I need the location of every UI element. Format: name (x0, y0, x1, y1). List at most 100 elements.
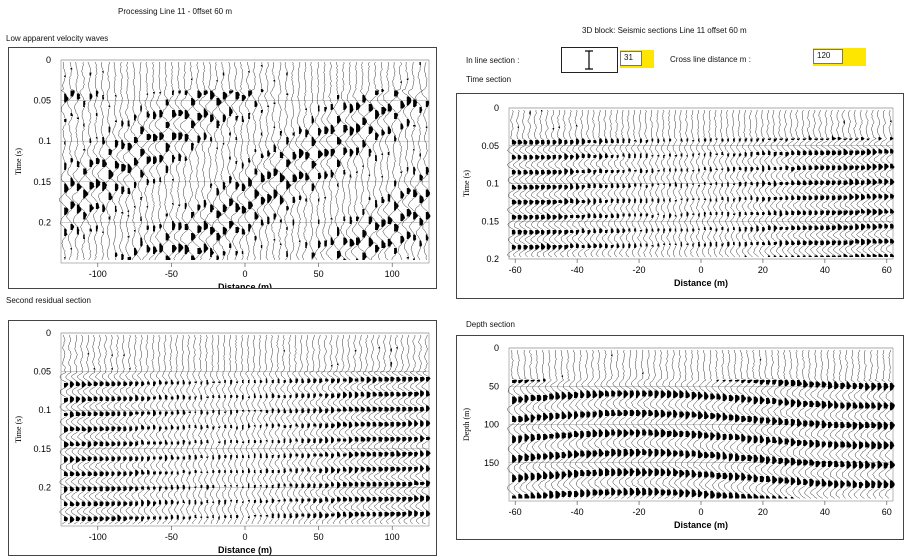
caption-residual: Second residual section (6, 296, 91, 305)
trace-fill (820, 255, 825, 257)
trace-fill (790, 458, 796, 466)
inline-section-input[interactable]: 31 (620, 51, 642, 66)
trace-fill (129, 516, 133, 520)
trace-fill (692, 170, 695, 172)
trace-fill (218, 500, 221, 505)
trace-fill (153, 441, 156, 445)
trace-fill (402, 437, 407, 442)
trace-fill (639, 153, 642, 158)
trace-fill (319, 483, 323, 488)
trace-fill (511, 215, 517, 220)
trace-fill (123, 486, 127, 491)
trace-fill (402, 422, 406, 427)
trace-fill (890, 137, 894, 140)
trace-fill (865, 422, 870, 428)
trace-fill (265, 500, 269, 503)
trace-fill (87, 486, 92, 491)
trace-fill (342, 467, 347, 472)
trace-fill (372, 377, 377, 383)
trace-fill (628, 153, 631, 158)
trace-fill (543, 434, 548, 440)
trace-fill (360, 512, 365, 517)
inline-selector-widget[interactable] (561, 47, 618, 73)
trace-fill (866, 164, 872, 170)
trace-fill (779, 210, 783, 217)
trace-fill (123, 516, 127, 521)
trace-fill (762, 138, 765, 142)
trace-fill (277, 500, 281, 502)
trace-fill (722, 473, 728, 479)
trace-fill (852, 422, 858, 430)
trace-fill (605, 243, 608, 248)
trace-fill (549, 413, 554, 421)
trace-fill (831, 165, 836, 170)
trace-fill (366, 467, 371, 472)
trace-fill (865, 480, 870, 488)
trace-fill (76, 93, 81, 100)
trace-fill (558, 138, 562, 145)
trace-fill (253, 453, 256, 458)
trace-fill (741, 455, 746, 461)
trace-fill (194, 486, 197, 488)
trace (135, 61, 145, 261)
trace-fill (784, 398, 789, 406)
trace-fill (343, 258, 347, 260)
trace-fill (581, 138, 585, 145)
trace-fill (426, 465, 430, 472)
trace-fill (645, 153, 648, 158)
trace-fill (408, 497, 413, 502)
trace-fill (779, 227, 783, 230)
trace-fill (75, 486, 80, 491)
trace-fill (396, 347, 398, 349)
trace-fill (679, 431, 684, 437)
trace-fill (843, 180, 848, 185)
trace-fill (188, 441, 191, 445)
trace-fill (858, 402, 864, 409)
trace-fill (360, 392, 365, 397)
trace-fill (105, 411, 110, 416)
crossline-distance-input[interactable]: 120 (813, 49, 843, 64)
trace-fill (343, 125, 348, 133)
trace-fill (212, 515, 214, 518)
trace-fill (230, 440, 232, 443)
trace-fill (324, 240, 327, 247)
trace (357, 61, 368, 261)
trace-fill (587, 153, 591, 158)
trace-fill (203, 243, 209, 253)
trace-fill (141, 516, 145, 521)
trace-fill (766, 437, 771, 445)
trace-fill (129, 411, 133, 416)
trace-fill (153, 179, 155, 184)
trace-fill (634, 170, 637, 172)
trace-fill (685, 450, 690, 458)
trace-fill (419, 62, 421, 65)
trace-fill (305, 242, 308, 248)
trace-fill (87, 381, 92, 386)
trace-fill (129, 381, 133, 386)
trace-fill (420, 407, 424, 412)
trace (103, 61, 114, 260)
trace-fill (229, 156, 231, 160)
trace-fill (855, 254, 860, 257)
trace-fill (673, 468, 679, 476)
trace-fill (741, 395, 746, 403)
trace-fill (64, 162, 67, 170)
trace-fill (716, 432, 721, 440)
trace-fill (617, 390, 623, 397)
trace-fill (639, 213, 643, 217)
trace-fill (188, 381, 191, 385)
trace-fill (87, 456, 92, 461)
trace (367, 335, 378, 525)
trace-fill (747, 396, 752, 403)
trace-fill (283, 425, 287, 428)
trace-fill (236, 455, 238, 458)
trace-fill (866, 149, 871, 155)
trace-fill (575, 243, 579, 248)
trace-fill (368, 149, 372, 157)
trace-fill (420, 377, 425, 382)
trace (409, 334, 420, 525)
trace-fill (230, 470, 233, 473)
trace-fill (716, 452, 721, 460)
trace-fill (536, 492, 542, 499)
trace-fill (140, 149, 145, 157)
